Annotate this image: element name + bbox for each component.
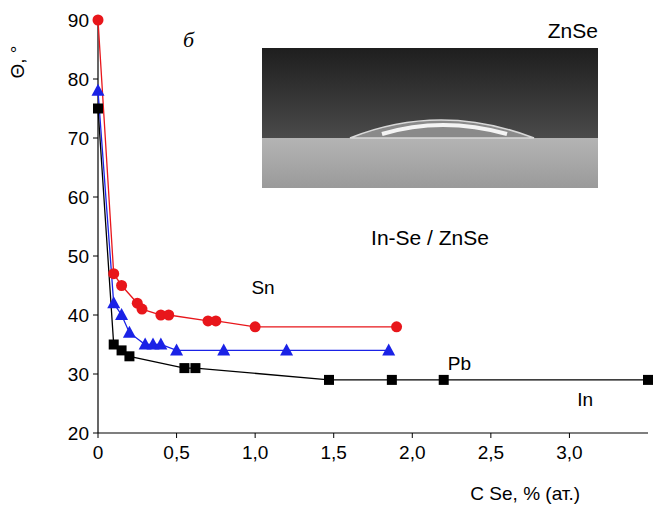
series-label: Sn [251,277,274,298]
x-tick-label: 1,5 [321,442,347,463]
inset-bottom [262,138,598,188]
point [124,351,134,361]
y-tick-label: 80 [68,69,89,90]
x-tick [412,433,413,438]
point [108,268,119,279]
point [439,375,449,385]
x-tick-label: 2,5 [478,442,504,463]
x-tick-label: 3,0 [556,442,582,463]
x-tick [176,433,177,438]
y-tick-label: 90 [68,10,89,31]
plot-area [92,15,654,385]
point [115,308,128,320]
y-tick [93,138,98,139]
point [387,375,397,385]
point [170,343,183,355]
y-tick [93,79,98,80]
point [324,375,334,385]
x-tick [569,433,570,438]
point [93,15,104,26]
point [280,343,293,355]
x-tick-label: 0 [93,442,104,463]
x-tick-label: 2,0 [399,442,425,463]
y-tick-label: 50 [68,246,89,267]
point [250,321,261,332]
x-tick [333,433,334,438]
point [93,104,103,114]
droplet-highlight [382,125,507,134]
x-tick [98,433,99,438]
chart: ZnSe In-Se / ZnSe б 20 30 40 50 60 70 80 90 0 0,5 1,0… [0,0,664,519]
y-tick [93,197,98,198]
point [92,84,105,96]
x-axis [98,432,648,433]
y-tick-label: 60 [68,187,89,208]
y-tick-label: 20 [68,423,89,444]
x-tick-label: 1,0 [242,442,268,463]
inset-photo [262,48,598,188]
panel-letter: б [183,27,195,52]
droplet [350,120,534,138]
point [391,321,402,332]
y-tick [93,433,98,434]
y-axis-title: Θ, ° [7,46,28,79]
point [154,338,167,350]
series-label: Pb [448,353,471,374]
y-tick-label: 30 [68,364,89,385]
x-axis-title: C Se, % (ат.) [470,483,580,504]
series-line [98,109,648,380]
y-tick [93,374,98,375]
inset-label: ZnSe [548,19,598,42]
point [123,326,136,338]
point [116,280,127,291]
inset-top [262,48,598,138]
y-tick [93,315,98,316]
point [137,304,148,315]
point [179,363,189,373]
y-tick-label: 70 [68,128,89,149]
x-tick [255,433,256,438]
point [190,363,200,373]
point [107,296,120,308]
point [382,343,395,355]
x-tick-label: 0,5 [163,442,189,463]
inset-label: In-Se / ZnSe [371,226,489,249]
series-line [98,91,389,351]
series-line [98,20,397,327]
point [210,315,221,326]
y-tick-label: 40 [68,305,89,326]
x-tick [490,433,491,438]
point [643,375,653,385]
series-label: In [577,389,593,410]
y-axis [97,20,98,433]
y-tick [93,256,98,257]
point [163,310,174,321]
point [217,343,230,355]
